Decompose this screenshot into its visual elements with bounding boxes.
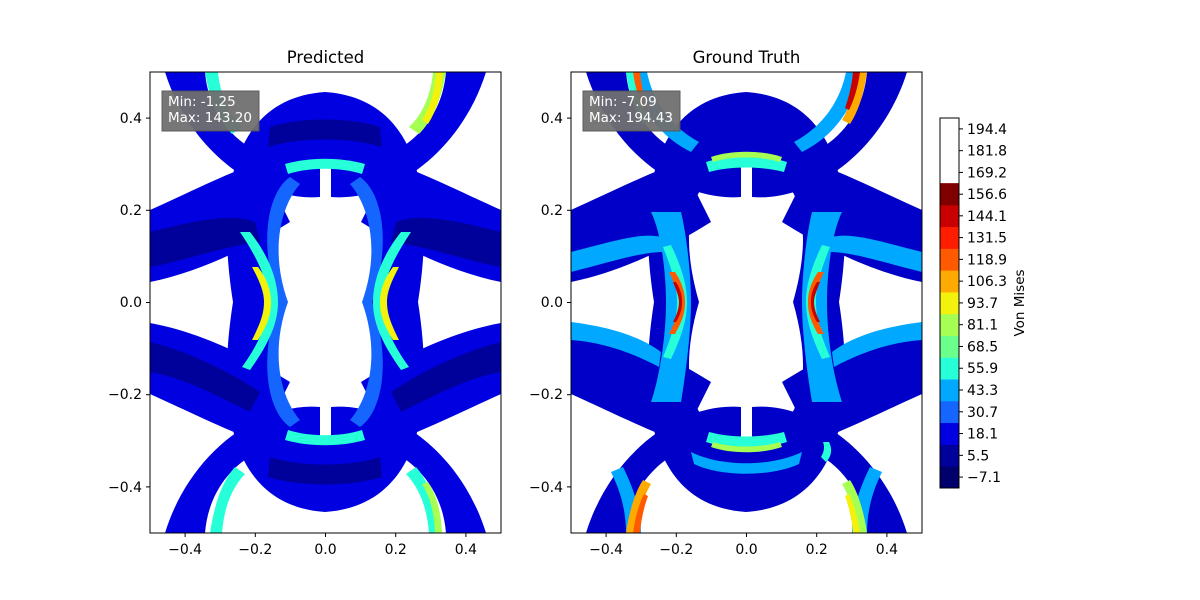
- colorbar-tick-label: 181.8: [967, 144, 1007, 160]
- x-tick-label: −0.4: [589, 542, 623, 558]
- colorbar-ticks: 194.4 181.8 169.2 156.6 144.1 131.5 118.9 106.3…: [959, 122, 1007, 486]
- colorbar-segment: [940, 313, 959, 336]
- y-tick-label: 0.4: [120, 111, 142, 127]
- colorbar-tick-label: 156.6: [967, 187, 1007, 203]
- stats-box: [582, 90, 681, 132]
- colorbar-tick-label: 93.7: [967, 296, 998, 312]
- colorbar-segment: [940, 444, 959, 467]
- x-axis: −0.4 −0.2 0.0 0.2 0.4: [168, 533, 477, 558]
- stats-min: Min: -1.25: [168, 94, 236, 110]
- panel-title: Predicted: [287, 48, 364, 67]
- colorbar-tick-label: 144.1: [967, 209, 1007, 225]
- colorbar-tick-label: 43.3: [967, 383, 998, 399]
- x-tick-label: 0.0: [735, 542, 757, 558]
- colorbar-segment: [940, 335, 959, 358]
- y-tick-label: 0.4: [541, 111, 563, 127]
- y-tick-label: −0.4: [529, 480, 563, 496]
- stats-max: Max: 143.20: [168, 110, 252, 126]
- stats-box: [161, 90, 260, 132]
- stats-min: Min: -7.09: [589, 94, 657, 110]
- x-tick-label: 0.4: [876, 542, 898, 558]
- colorbar-segment: [940, 292, 959, 315]
- stress-field: [571, 72, 922, 533]
- colorbar-tick-label: 30.7: [967, 405, 998, 421]
- y-tick-label: 0.0: [120, 295, 142, 311]
- colorbar-segment: [940, 466, 959, 489]
- colorbar-label: Von Mises: [1012, 269, 1028, 336]
- colorbar-segment: [940, 248, 959, 271]
- colorbar-segment: [940, 270, 959, 293]
- colorbar-tick-label: 5.5: [967, 448, 989, 464]
- y-tick-label: 0.2: [120, 203, 142, 219]
- colorbar-segment: [940, 226, 959, 249]
- colorbar-tick-label: 55.9: [967, 361, 998, 377]
- colorbar-tick-label: 81.1: [967, 318, 998, 334]
- colorbar-segment: [940, 422, 959, 445]
- colorbar-segment: [940, 400, 959, 424]
- colorbar-tick-label: 68.5: [967, 339, 998, 355]
- y-tick-label: −0.2: [108, 387, 142, 403]
- colorbar-segments: [940, 183, 959, 489]
- y-axis: 0.4 0.2 0.0 −0.2 −0.4: [108, 111, 150, 496]
- colorbar-tick-label: 118.9: [967, 252, 1007, 268]
- colorbar: 194.4 181.8 169.2 156.6 144.1 131.5 118.9 106.3…: [939, 117, 1028, 489]
- panel-ground-truth: Ground Truth Min: -7.09 Max: 194.43 −0.4…: [529, 48, 923, 558]
- panel-title: Ground Truth: [693, 48, 801, 67]
- colorbar-segment: [940, 183, 959, 206]
- x-tick-label: −0.4: [168, 542, 202, 558]
- y-axis: 0.4 0.2 0.0 −0.2 −0.4: [529, 111, 571, 496]
- x-tick-label: 0.2: [806, 542, 828, 558]
- colorbar-segment: [940, 357, 959, 380]
- colorbar-tick-label: 131.5: [967, 231, 1007, 247]
- x-tick-label: 0.2: [385, 542, 407, 558]
- stress-field: [150, 72, 501, 533]
- y-tick-label: −0.2: [529, 387, 563, 403]
- colorbar-tick-label: 106.3: [967, 274, 1007, 290]
- x-tick-label: 0.0: [314, 542, 336, 558]
- colorbar-segment: [940, 379, 959, 402]
- colorbar-tick-label: 194.4: [967, 122, 1007, 138]
- colorbar-tick-label: 169.2: [967, 165, 1007, 181]
- y-tick-label: 0.0: [541, 295, 563, 311]
- panel-predicted: Predicted Min: -1.25 Max: 143.20 −0.4 −0…: [108, 48, 502, 558]
- x-tick-label: −0.2: [238, 542, 272, 558]
- x-tick-label: 0.4: [455, 542, 477, 558]
- colorbar-tick-label: 18.1: [967, 427, 998, 443]
- stats-max: Max: 194.43: [589, 110, 673, 126]
- x-axis: −0.4 −0.2 0.0 0.2 0.4: [589, 533, 898, 558]
- y-tick-label: −0.4: [108, 480, 142, 496]
- colorbar-tick-label: −7.1: [967, 470, 1001, 486]
- colorbar-segment: [940, 204, 959, 228]
- y-tick-label: 0.2: [541, 203, 563, 219]
- x-tick-label: −0.2: [659, 542, 693, 558]
